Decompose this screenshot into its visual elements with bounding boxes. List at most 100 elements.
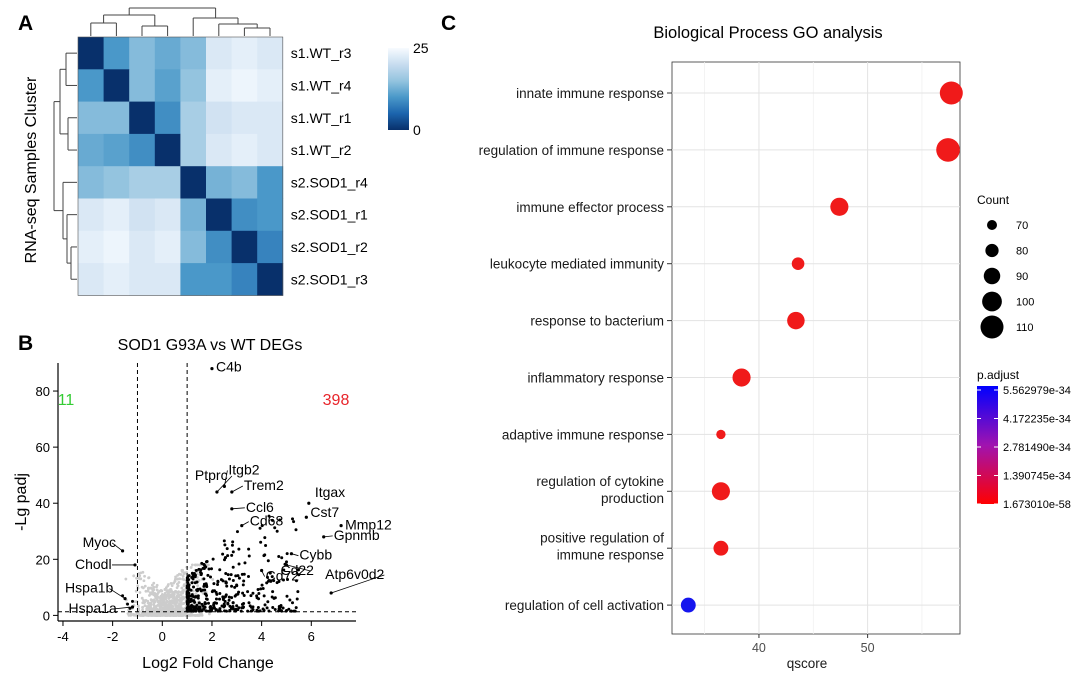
- significant-up-point: [185, 576, 189, 580]
- heatmap-row-label: s1.WT_r4: [291, 77, 352, 93]
- significant-up-point: [220, 604, 224, 608]
- non-significant-point: [158, 601, 161, 604]
- heatmap-cell: [103, 133, 130, 167]
- significant-up-point: [195, 588, 199, 592]
- non-significant-point: [180, 586, 184, 590]
- heatmap-cell: [231, 37, 258, 70]
- go-dot: [830, 197, 849, 216]
- significant-up-point: [270, 518, 274, 522]
- significant-up-point: [266, 600, 270, 604]
- non-significant-point: [152, 598, 156, 602]
- non-significant-point: [190, 563, 194, 567]
- significant-up-point: [231, 601, 235, 605]
- non-significant-point: [155, 588, 159, 592]
- non-significant-point: [148, 591, 152, 595]
- gene-label: Itgb2: [228, 461, 259, 477]
- heatmap-cell: [78, 37, 104, 70]
- significant-up-point: [261, 587, 265, 591]
- non-significant-point: [165, 589, 169, 592]
- significant-up-point: [203, 588, 207, 592]
- go-dot: [711, 482, 730, 501]
- significant-up-point: [199, 573, 203, 577]
- significant-up-point: [205, 585, 209, 589]
- non-significant-point: [194, 563, 198, 567]
- significant-up-point: [212, 603, 216, 607]
- significant-up-point: [186, 605, 190, 609]
- significant-up-point: [202, 577, 206, 581]
- significant-up-point: [230, 596, 234, 600]
- non-significant-point: [171, 597, 175, 600]
- non-significant-point: [155, 583, 159, 587]
- gene-leader-line: [109, 588, 126, 599]
- significant-up-point: [197, 601, 201, 605]
- heatmap-cell: [180, 230, 207, 264]
- heatmap-cell: [231, 133, 258, 167]
- go-term-label: immune effector process: [516, 200, 664, 215]
- non-significant-point: [138, 591, 142, 594]
- labeled-gene-point: [307, 501, 311, 505]
- non-significant-point: [132, 612, 136, 616]
- significant-up-point: [256, 587, 260, 591]
- significant-up-point: [256, 605, 260, 609]
- size-legend-dot: [987, 220, 997, 230]
- non-significant-point: [160, 601, 164, 605]
- non-significant-point: [136, 604, 140, 608]
- significant-up-point: [278, 518, 282, 522]
- non-significant-point: [152, 585, 156, 589]
- non-significant-point: [150, 583, 154, 587]
- heatmap-cell: [154, 37, 181, 70]
- significant-up-point: [288, 598, 292, 602]
- non-significant-point: [179, 609, 183, 612]
- non-significant-point: [205, 563, 209, 567]
- gene-label: Atp6v0d2: [325, 566, 384, 582]
- significant-up-point: [246, 590, 250, 594]
- significant-up-point: [221, 579, 225, 583]
- significant-up-point: [294, 606, 298, 610]
- non-significant-point: [147, 613, 151, 617]
- heatmap-cell: [180, 263, 207, 296]
- significant-up-point: [275, 581, 279, 585]
- labeled-gene-point: [230, 490, 234, 494]
- significant-up-point: [237, 547, 241, 551]
- non-significant-point: [134, 589, 138, 593]
- significant-up-point: [185, 584, 189, 588]
- go-term-label: positive regulation of: [540, 531, 664, 546]
- significant-up-point: [207, 601, 211, 605]
- gene-label: Mmp12: [345, 517, 392, 533]
- non-significant-point: [146, 589, 150, 593]
- significant-up-point: [255, 594, 259, 598]
- gene-leader-line: [241, 521, 249, 526]
- significant-up-point: [251, 591, 255, 595]
- non-significant-point: [148, 593, 151, 597]
- significant-down-point: [126, 602, 130, 606]
- heatmap-cell: [154, 166, 181, 199]
- gene-label: Ptprc: [195, 467, 228, 483]
- heatmap-cell: [78, 69, 104, 102]
- non-significant-point: [143, 604, 147, 608]
- non-significant-point: [175, 590, 179, 594]
- non-significant-point: [180, 602, 184, 606]
- significant-up-point: [273, 608, 277, 612]
- heatmap-cell: [154, 230, 181, 264]
- gene-leader-line: [231, 507, 245, 510]
- significant-up-point: [202, 567, 206, 571]
- significant-up-point: [228, 608, 232, 612]
- heatmap-cell: [103, 198, 130, 232]
- gene-label: Cd22: [280, 562, 314, 578]
- heatmap-cell: [206, 230, 232, 264]
- significant-up-point: [286, 578, 290, 582]
- significant-up-point: [242, 594, 246, 598]
- significant-up-point: [271, 590, 275, 594]
- non-significant-point: [154, 596, 158, 600]
- significant-up-point: [214, 597, 218, 601]
- significant-up-point: [218, 568, 222, 572]
- heatmap-left-dendrogram: [53, 52, 77, 280]
- significant-up-point: [225, 584, 229, 588]
- significant-up-point: [233, 594, 237, 598]
- significant-up-point: [287, 607, 291, 611]
- heatmap-cell: [231, 198, 258, 232]
- significant-up-point: [200, 602, 204, 606]
- significant-up-point: [213, 601, 217, 605]
- x-tick-label: 0: [159, 629, 166, 644]
